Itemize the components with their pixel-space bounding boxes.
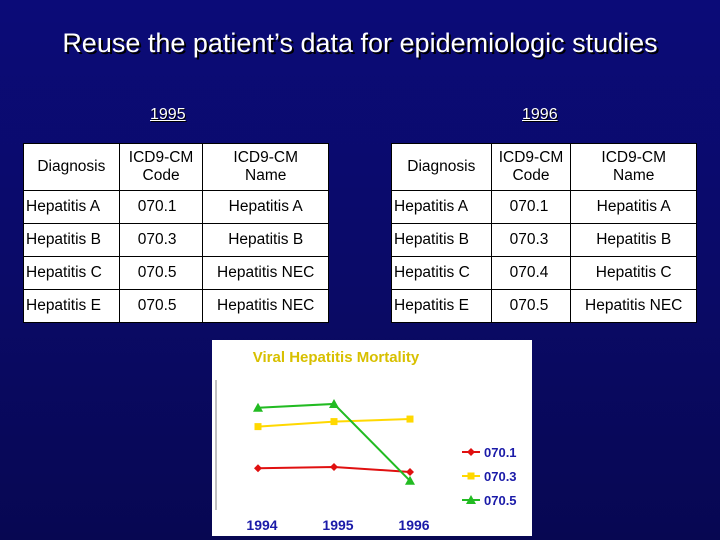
data-point [330, 418, 338, 426]
header-diagnosis: Diagnosis [391, 143, 492, 191]
table-row: Hepatitis C 070.5 Hepatitis NEC [23, 256, 329, 290]
icd-table-1996: Diagnosis ICD9-CM Code ICD9-CM Name Hepati… [391, 143, 697, 323]
data-point [253, 402, 263, 412]
diagnosis-cell: Hepatitis C [391, 256, 492, 290]
table-row: Hepatitis E 070.5 Hepatitis NEC [391, 289, 697, 323]
year-label-1995: 1995 [150, 106, 186, 123]
name-cell: Hepatitis NEC [570, 289, 697, 323]
code-cell: 070.5 [490, 289, 572, 323]
table-row: Hepatitis A 070.1 Hepatitis A [23, 190, 329, 224]
mortality-chart-svg: Viral Hepatitis Mortality 1994 1995 1996 070… [215, 349, 517, 533]
code-cell: 070.3 [490, 223, 572, 257]
header-icd9-code: ICD9-CM Code [118, 143, 204, 191]
diagnosis-cell: Hepatitis B [23, 223, 120, 257]
data-point [254, 464, 262, 473]
legend-label: 070.1 [484, 445, 517, 460]
data-point [406, 415, 414, 423]
diagnosis-cell: Hepatitis E [23, 289, 120, 323]
table-row: Hepatitis B 070.3 Hepatitis B [23, 223, 329, 257]
legend-label: 070.3 [484, 469, 517, 484]
slide-title: Reuse the patient’s data for epidemiolog… [62, 28, 658, 58]
legend-marker [466, 495, 476, 504]
data-point [329, 398, 339, 408]
chart-title: Viral Hepatitis Mortality [253, 349, 420, 366]
header-icd9-name: ICD9-CM Name [202, 143, 329, 191]
mortality-chart: Viral Hepatitis Mortality 1994 1995 1996 070… [212, 340, 532, 536]
header-icd9-code: ICD9-CM Code [490, 143, 572, 191]
name-cell: Hepatitis NEC [202, 289, 329, 323]
icd-table-1995: Diagnosis ICD9-CM Code ICD9-CM Name Hepati… [23, 143, 329, 323]
code-cell: 070.1 [118, 190, 204, 224]
diagnosis-cell: Hepatitis A [23, 190, 120, 224]
data-point [405, 475, 415, 485]
name-cell: Hepatitis A [570, 190, 697, 224]
data-point [406, 467, 414, 476]
table-row: Hepatitis E 070.5 Hepatitis NEC [23, 289, 329, 323]
code-cell: 070.5 [118, 289, 204, 323]
table-row: Hepatitis A 070.1 Hepatitis A [391, 190, 697, 224]
name-cell: Hepatitis NEC [202, 256, 329, 290]
code-cell: 070.5 [118, 256, 204, 290]
diagnosis-cell: Hepatitis C [23, 256, 120, 290]
table-row: Hepatitis C 070.4 Hepatitis C [391, 256, 697, 290]
diagnosis-cell: Hepatitis A [391, 190, 492, 224]
table-row: Hepatitis B 070.3 Hepatitis B [391, 223, 697, 257]
diagnosis-cell: Hepatitis E [391, 289, 492, 323]
data-point [330, 462, 338, 471]
name-cell: Hepatitis B [570, 223, 697, 257]
legend-marker [467, 448, 475, 456]
legend-marker [467, 472, 475, 480]
code-cell: 070.3 [118, 223, 204, 257]
x-tick-label: 1996 [398, 517, 429, 533]
header-diagnosis: Diagnosis [23, 143, 120, 191]
year-label-1996: 1996 [522, 106, 558, 123]
header-icd9-name: ICD9-CM Name [570, 143, 697, 191]
name-cell: Hepatitis B [202, 223, 329, 257]
legend-label: 070.5 [484, 493, 517, 508]
x-tick-label: 1995 [322, 517, 353, 533]
name-cell: Hepatitis A [202, 190, 329, 224]
diagnosis-cell: Hepatitis B [391, 223, 492, 257]
data-point [254, 423, 262, 431]
code-cell: 070.1 [490, 190, 572, 224]
x-tick-label: 1994 [246, 517, 277, 533]
name-cell: Hepatitis C [570, 256, 697, 290]
code-cell: 070.4 [490, 256, 572, 290]
